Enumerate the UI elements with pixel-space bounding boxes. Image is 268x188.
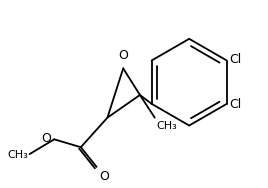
Text: O: O	[118, 49, 128, 62]
Text: Cl: Cl	[230, 98, 242, 111]
Text: CH₃: CH₃	[7, 150, 28, 160]
Text: CH₃: CH₃	[157, 121, 177, 131]
Text: Cl: Cl	[230, 53, 242, 66]
Text: O: O	[99, 170, 109, 183]
Text: O: O	[41, 132, 51, 145]
